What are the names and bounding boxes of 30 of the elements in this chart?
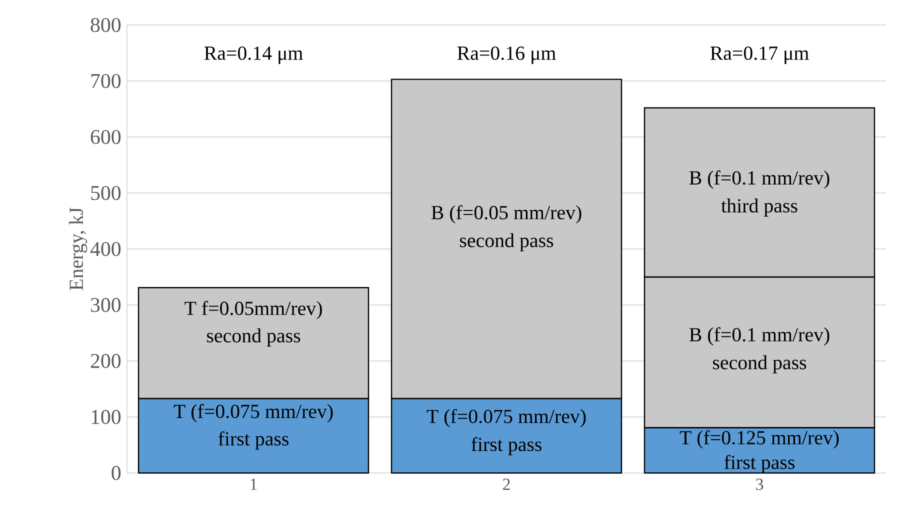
annotation: Ra=0.17 μm [710, 46, 809, 64]
annotation: B (f=0.1 mm/rev) [689, 170, 830, 189]
annotation: first pass [724, 454, 794, 474]
annotation: Ra=0.14 μm [204, 46, 303, 64]
annotation: second pass [460, 233, 554, 252]
annotation: B (f=0.1 mm/rev) [689, 327, 830, 346]
x-tick-label: 1 [250, 478, 257, 490]
y-tick-label: 600 [90, 130, 121, 144]
y-tick-label: 800 [90, 18, 121, 32]
annotation: T f=0.05mm/rev) [184, 300, 322, 320]
annotation: Ra=0.16 μm [457, 46, 556, 64]
x-tick-label: 2 [503, 478, 510, 490]
y-tick-label: 200 [90, 354, 121, 368]
annotation: first pass [471, 436, 542, 456]
annotation: T (f=0.075 mm/rev) [426, 408, 586, 428]
y-tick-label: 500 [91, 186, 121, 200]
annotation: second pass [207, 328, 300, 346]
y-tick-label: 100 [92, 410, 121, 424]
y-axis-title: Energy, kJ [69, 208, 88, 290]
annotation: first pass [218, 431, 288, 450]
annotation: T (f=0.125 mm/rev) [680, 430, 839, 449]
annotation: T (f=0.075 mm/rev) [174, 404, 333, 422]
annotation: second pass [713, 355, 806, 374]
x-tick-label: 3 [756, 478, 764, 490]
y-tick-label: 400 [90, 242, 121, 256]
annotation: third pass [721, 198, 798, 217]
annotation: B (f=0.05 mm/rev) [431, 205, 582, 224]
y-tick-label: 0 [112, 466, 121, 480]
y-tick-label: 700 [91, 74, 121, 88]
y-tick-label: 300 [90, 298, 121, 312]
